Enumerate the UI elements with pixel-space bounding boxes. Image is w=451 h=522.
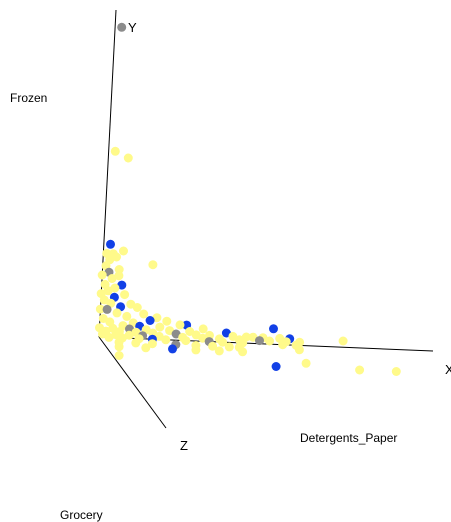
data-point <box>208 341 218 351</box>
data-point <box>102 304 112 314</box>
data-point <box>278 340 288 350</box>
data-point <box>168 344 177 354</box>
data-point <box>391 367 401 376</box>
data-point <box>218 337 228 347</box>
data-point <box>175 320 185 330</box>
data-point <box>117 22 127 32</box>
data-point <box>181 336 191 346</box>
y-axis-letter: Y <box>128 20 137 35</box>
data-point <box>114 351 124 360</box>
data-point <box>238 347 248 357</box>
data-point <box>301 358 311 368</box>
data-point <box>119 246 128 256</box>
data-point <box>110 146 120 156</box>
data-point <box>162 316 172 326</box>
data-point <box>145 316 155 325</box>
data-point <box>152 313 162 323</box>
data-point <box>294 345 304 355</box>
data-point <box>97 270 107 280</box>
z-axis-letter: Z <box>180 438 188 453</box>
data-point <box>255 336 264 346</box>
data-point <box>355 365 365 375</box>
data-point <box>107 274 117 283</box>
x-axis-letter: X <box>445 362 451 377</box>
data-point <box>338 336 348 346</box>
data-point <box>122 311 132 321</box>
data-point <box>271 362 281 371</box>
data-point <box>123 153 133 163</box>
data-point <box>139 309 149 319</box>
data-point <box>131 338 141 348</box>
data-point <box>198 324 208 334</box>
data-point <box>148 260 158 270</box>
data-point <box>110 283 120 293</box>
data-point <box>269 324 278 334</box>
z-axis-line <box>98 336 167 429</box>
data-point <box>161 335 171 345</box>
data-point <box>141 343 151 353</box>
data-point <box>104 332 114 342</box>
data-point <box>117 280 127 290</box>
data-point <box>114 342 124 352</box>
data-point <box>132 303 142 312</box>
z-dimension-label: Grocery <box>60 508 103 522</box>
y-dimension-label: Frozen <box>10 91 48 105</box>
data-point <box>214 346 224 356</box>
data-point <box>112 308 122 318</box>
data-point <box>114 271 124 281</box>
data-point <box>95 304 105 314</box>
data-point <box>265 336 274 346</box>
data-point <box>155 322 165 332</box>
point-layer <box>95 22 401 376</box>
data-point <box>106 239 115 249</box>
data-point <box>191 345 201 355</box>
data-point <box>147 339 157 349</box>
x-dimension-label: Detergents_Paper <box>300 431 398 445</box>
data-point <box>120 290 130 300</box>
data-point <box>112 252 121 262</box>
data-point <box>224 342 234 352</box>
data-point <box>124 330 134 340</box>
data-point <box>103 286 113 296</box>
